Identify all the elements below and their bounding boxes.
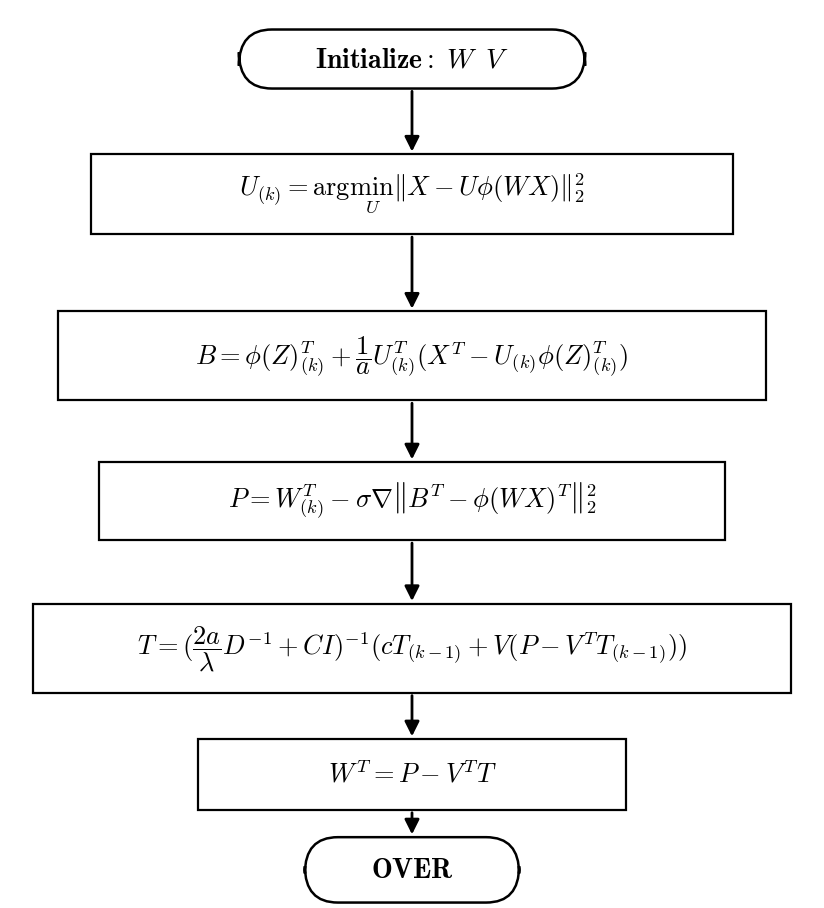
Text: $U_{(k)}=\mathrm{arg}\underset{U}{\mathrm{min}}\left\|X-U\phi(WX)\right\|_2^2$: $U_{(k)}=\mathrm{arg}\underset{U}{\mathr… [239, 173, 585, 216]
Text: $W^T=P-V^TT$: $W^T=P-V^TT$ [328, 761, 496, 788]
Text: $P=W_{(k)}^T-\sigma\nabla\left\|B^T-\phi(WX)^T\right\|_2^2$: $P=W_{(k)}^T-\sigma\nabla\left\|B^T-\phi… [227, 481, 597, 521]
FancyBboxPatch shape [58, 311, 766, 400]
FancyBboxPatch shape [91, 154, 733, 234]
FancyBboxPatch shape [33, 604, 791, 693]
Text: $T=(\dfrac{2a}{\lambda}D^{-1}+CI)^{-1}(cT_{(k-1)}+V(P-V^TT_{(k-1)}))$: $T=(\dfrac{2a}{\lambda}D^{-1}+CI)^{-1}(c… [137, 624, 687, 673]
FancyBboxPatch shape [99, 462, 725, 540]
Text: $B=\phi(Z)_{(k)}^T+\dfrac{1}{a}U_{(k)}^T(X^T-U_{(k)}\phi(Z)_{(k)}^T)$: $B=\phi(Z)_{(k)}^T+\dfrac{1}{a}U_{(k)}^T… [195, 334, 629, 378]
Text: $\mathbf{OVER}$: $\mathbf{OVER}$ [371, 856, 453, 883]
FancyBboxPatch shape [305, 837, 519, 903]
FancyBboxPatch shape [198, 739, 626, 810]
FancyBboxPatch shape [239, 29, 585, 88]
Text: $\mathbf{Initialize:}\; W \;\; V$: $\mathbf{Initialize:}\; W \;\; V$ [315, 45, 509, 73]
